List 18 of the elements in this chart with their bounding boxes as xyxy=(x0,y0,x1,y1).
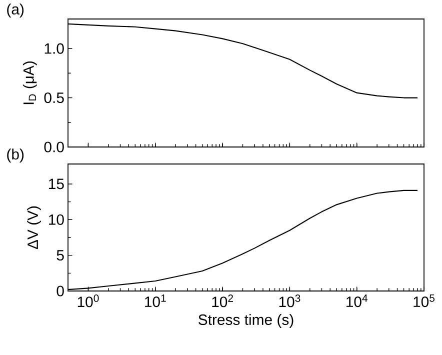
y-tick-label: 0.0 xyxy=(44,142,64,152)
y-tick-label: 0 xyxy=(56,286,64,296)
y-tick-label: 1.0 xyxy=(44,43,64,54)
x-tick-label: 10$^{3}$ xyxy=(279,294,300,308)
y-axis-title: ΔV (V) xyxy=(27,206,42,250)
y-axis-title: I$_{D}$ (μA) xyxy=(22,61,37,104)
y-tick-label: 10 xyxy=(49,214,64,225)
y-tick-label: 0.5 xyxy=(44,92,64,104)
y-tick-label: 5 xyxy=(56,250,64,261)
chart-title: (b) xyxy=(7,148,24,162)
y-tick-label: 15 xyxy=(49,178,64,190)
x-tick-label: 10$^{1}$ xyxy=(145,294,166,308)
chart-title: (a) xyxy=(7,4,24,18)
x-tick-label: 10$^{4}$ xyxy=(346,294,368,308)
x-axis-title: Stress time (s) xyxy=(198,314,294,328)
x-tick-label: 10$^{0}$ xyxy=(78,294,99,308)
x-tick-label: 10$^{5}$ xyxy=(414,294,435,308)
x-tick-label: 10$^{2}$ xyxy=(212,294,233,308)
